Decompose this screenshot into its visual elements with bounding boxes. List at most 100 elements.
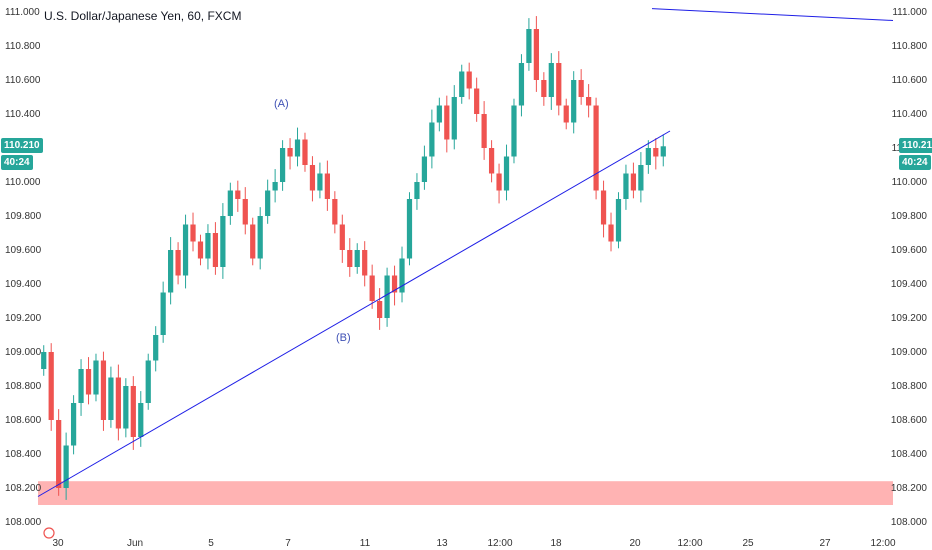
x-tick-label: 7 xyxy=(285,538,291,549)
candles xyxy=(41,16,666,500)
y-tick-label: 109.000 xyxy=(891,347,928,358)
x-tick-label: 18 xyxy=(550,538,562,549)
y-tick-label: 109.400 xyxy=(5,279,42,290)
x-tick-label: Jun xyxy=(127,538,143,549)
candle xyxy=(377,288,383,330)
candle xyxy=(623,164,629,210)
y-tick-label: 108.600 xyxy=(891,415,928,426)
trendline-upper[interactable] xyxy=(651,8,894,21)
candle xyxy=(466,62,472,100)
y-tick-label: 108.200 xyxy=(891,483,928,494)
y-tick-label: 110.800 xyxy=(5,41,41,52)
y-tick-label: 109.800 xyxy=(5,211,42,222)
candle xyxy=(130,376,136,450)
candle xyxy=(399,246,405,303)
y-tick-label: 109.600 xyxy=(891,245,928,256)
candle xyxy=(287,138,293,170)
y-tick-label: 110.000 xyxy=(892,177,928,188)
x-tick-label: 5 xyxy=(208,538,214,549)
y-tick-label: 108.800 xyxy=(891,381,928,392)
wave-label-b: (B) xyxy=(336,332,351,344)
candle xyxy=(511,98,517,164)
y-tick-label: 108.000 xyxy=(891,517,928,528)
candle xyxy=(369,264,375,309)
x-tick-label: 12:00 xyxy=(677,538,702,549)
y-tick-label: 110.600 xyxy=(892,75,928,86)
candle xyxy=(533,16,539,92)
candle xyxy=(63,432,69,500)
candle xyxy=(108,366,114,428)
x-tick-label: 11 xyxy=(360,538,371,549)
candle xyxy=(235,180,241,212)
time-axis[interactable]: 30 Jun 5 7 11 13 12:00 18 20 12:00 25 27 12:00 xyxy=(52,538,896,549)
chart-title: U.S. Dollar/Japanese Yen, 60, FXCM xyxy=(44,9,242,23)
trendline-support[interactable] xyxy=(37,130,671,497)
candle xyxy=(182,214,189,289)
candle xyxy=(362,241,368,287)
candle xyxy=(309,156,316,202)
candle xyxy=(444,95,450,153)
y-tick-label: 110.600 xyxy=(5,75,41,86)
candle xyxy=(257,207,263,270)
candle xyxy=(586,84,592,118)
x-tick-label: 12:00 xyxy=(487,538,512,549)
candle xyxy=(168,237,174,305)
candle xyxy=(563,98,569,130)
candle xyxy=(115,364,121,441)
candle xyxy=(660,134,666,167)
countdown-badge-right: 40:24 xyxy=(899,155,931,170)
x-tick-label: 12:00 xyxy=(870,538,895,549)
y-tick-label: 108.000 xyxy=(5,517,42,528)
candle xyxy=(153,326,159,372)
candle xyxy=(250,217,256,266)
y-tick-label: 109.800 xyxy=(891,211,928,222)
candle xyxy=(354,243,360,274)
candle xyxy=(608,212,614,252)
candle xyxy=(294,127,301,167)
candle xyxy=(556,51,562,116)
price-axis-right[interactable]: 111.000110.800110.600110.400110.200110.0… xyxy=(891,7,928,528)
candle xyxy=(85,357,92,405)
y-tick-label: 109.600 xyxy=(5,245,42,256)
y-tick-label: 109.400 xyxy=(891,279,928,290)
candle xyxy=(548,53,554,110)
y-tick-label: 108.400 xyxy=(5,449,42,460)
y-tick-label: 110.400 xyxy=(5,109,41,120)
candle xyxy=(593,97,599,200)
candle xyxy=(324,160,330,211)
price-axis-left[interactable]: 111.000110.800110.600110.400110.200110.0… xyxy=(5,7,42,528)
candle xyxy=(391,265,398,306)
candle xyxy=(279,140,286,191)
y-tick-label: 110.800 xyxy=(892,41,928,52)
candle xyxy=(212,222,219,275)
x-tick-label: 20 xyxy=(629,538,641,549)
candle xyxy=(406,192,413,266)
candle xyxy=(481,101,487,160)
y-tick-label: 110.000 xyxy=(5,177,41,188)
candle xyxy=(242,187,248,235)
candle xyxy=(56,409,62,496)
y-tick-label: 109.200 xyxy=(891,313,928,324)
candle xyxy=(160,281,166,343)
candle xyxy=(227,182,233,225)
candle xyxy=(272,169,278,203)
event-marker-icon[interactable] xyxy=(43,527,55,539)
candle xyxy=(496,163,502,204)
candle xyxy=(145,353,151,410)
y-tick-label: 108.600 xyxy=(5,415,42,426)
y-tick-label: 109.000 xyxy=(5,347,42,358)
last-price-badge-left: 110.210 xyxy=(1,138,43,153)
candle xyxy=(436,97,442,132)
y-tick-label: 109.200 xyxy=(5,313,42,324)
candle xyxy=(488,140,495,183)
candle xyxy=(123,378,129,438)
y-tick-label: 108.400 xyxy=(891,449,928,460)
y-tick-label: 111.000 xyxy=(5,7,40,18)
candle xyxy=(429,109,435,169)
candle xyxy=(265,179,271,224)
x-tick-label: 25 xyxy=(742,538,754,549)
candle xyxy=(630,162,637,199)
candle xyxy=(541,72,547,106)
y-tick-label: 108.800 xyxy=(5,381,42,392)
